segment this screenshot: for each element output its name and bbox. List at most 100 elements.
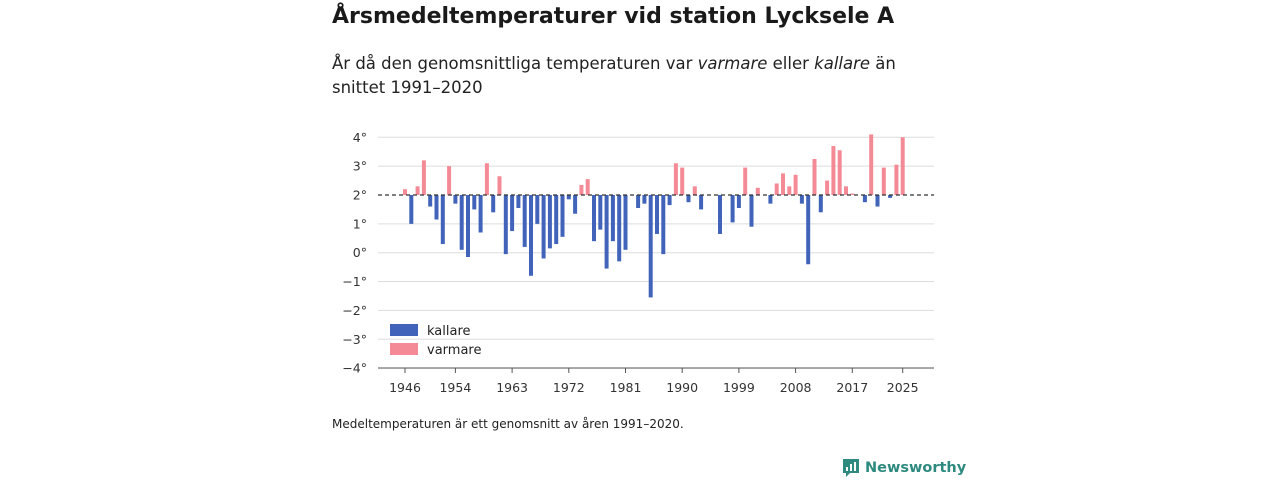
bar-1980 <box>617 195 622 262</box>
bar-2011 <box>812 158 817 195</box>
bar-1972 <box>566 195 571 200</box>
bar-2000 <box>743 167 748 195</box>
bar-2015 <box>837 150 842 195</box>
bar-1983 <box>636 195 641 208</box>
subtitle-post: än snittet 1991–2020 <box>332 54 896 97</box>
bar-1999 <box>736 195 741 208</box>
bar-1975 <box>585 179 590 195</box>
bar-2025 <box>900 137 905 195</box>
bar-2004 <box>768 195 773 204</box>
x-tick-label: 2017 <box>836 380 868 395</box>
bar-2013 <box>825 180 830 195</box>
bar-2002 <box>755 187 760 195</box>
bar-1959 <box>484 163 489 195</box>
bar-1998 <box>730 195 735 223</box>
bar-1951 <box>434 195 439 220</box>
y-tick-label: 2° <box>353 188 367 203</box>
x-tick-label: 1981 <box>610 380 642 395</box>
bar-2014 <box>831 145 836 195</box>
bar-2006 <box>781 173 785 195</box>
bar-1976 <box>592 195 596 242</box>
chart-title: Årsmedeltemperaturer vid station Lycksel… <box>332 4 895 29</box>
bar-1987 <box>661 195 666 255</box>
x-tick-label: 1990 <box>666 380 698 395</box>
subtitle-cold-word: kallare <box>814 54 871 73</box>
bar-1981 <box>623 195 628 250</box>
bar-1988 <box>667 195 672 206</box>
bar-2020 <box>869 134 874 195</box>
bar-2008 <box>793 174 798 195</box>
bar-1985 <box>648 195 653 298</box>
chart-subtitle: År då den genomsnittliga temperaturen va… <box>332 52 922 100</box>
x-tick-label: 2008 <box>780 380 812 395</box>
bar-1971 <box>560 195 565 237</box>
bar-2024 <box>894 164 899 195</box>
bar-2017 <box>850 193 855 195</box>
y-tick-label: −3° <box>342 332 367 347</box>
subtitle-mid: eller <box>767 54 815 73</box>
y-tick-label: 0° <box>353 245 367 260</box>
legend-swatch-varmare <box>390 343 418 355</box>
bar-1962 <box>503 195 508 255</box>
bar-2021 <box>875 195 880 207</box>
bar-1992 <box>692 186 697 195</box>
bar-1989 <box>673 163 678 195</box>
bar-1969 <box>547 195 552 249</box>
bar-1958 <box>478 195 483 233</box>
x-tick-label: 2025 <box>887 380 919 395</box>
bar-2005 <box>774 183 779 195</box>
bar-1991 <box>686 195 691 203</box>
bar-1966 <box>529 195 533 276</box>
y-tick-label: 3° <box>353 159 367 174</box>
legend-label-varmare: varmare <box>427 343 481 358</box>
brand-name[interactable]: Newsworthy <box>865 460 967 476</box>
bar-1990 <box>680 167 685 195</box>
x-tick-label: 1946 <box>389 380 421 395</box>
footnote: Medeltemperaturen är ett genomsnitt av å… <box>332 417 684 431</box>
bar-2012 <box>818 195 823 213</box>
bar-2023 <box>888 195 893 198</box>
bar-1947 <box>409 195 414 224</box>
x-tick-label: 1954 <box>439 380 471 395</box>
y-tick-label: 4° <box>353 130 367 145</box>
brand[interactable]: Newsworthy <box>842 458 966 478</box>
bar-1973 <box>573 195 578 214</box>
x-tick-label: 1963 <box>496 380 528 395</box>
bar-1961 <box>497 176 502 195</box>
bar-1974 <box>579 184 584 195</box>
bar-2016 <box>844 186 848 195</box>
newsworthy-logo-icon <box>843 459 859 477</box>
bar-1950 <box>428 195 433 207</box>
bar-1954 <box>453 195 458 204</box>
bar-1964 <box>516 195 521 208</box>
bar-2019 <box>862 195 867 203</box>
x-tick-label: 1972 <box>553 380 585 395</box>
bar-1963 <box>510 195 515 232</box>
bar-1977 <box>598 195 603 230</box>
bar-1955 <box>459 195 464 250</box>
bar-1978 <box>604 195 609 269</box>
bar-1952 <box>440 195 445 245</box>
bar-1948 <box>415 186 420 195</box>
bar-1986 <box>655 195 659 234</box>
bar-1979 <box>610 195 615 242</box>
bar-1953 <box>447 166 452 195</box>
bar-1957 <box>472 195 477 210</box>
legend-swatch-kallare <box>390 324 418 336</box>
bar-1946 <box>403 189 407 195</box>
subtitle-warm-word: varmare <box>697 54 768 73</box>
bar-2001 <box>749 195 754 227</box>
bar-2010 <box>806 195 811 265</box>
bar-1996 <box>718 195 722 234</box>
x-tick-label: 1999 <box>723 380 755 395</box>
y-tick-label: −1° <box>342 274 367 289</box>
y-tick-label: 1° <box>353 216 367 231</box>
bar-2007 <box>787 186 792 195</box>
bar-1993 <box>699 195 704 210</box>
bar-1965 <box>522 195 527 247</box>
legend-label-kallare: kallare <box>427 324 471 339</box>
bar-1960 <box>491 195 496 213</box>
subtitle-pre: År då den genomsnittliga temperaturen va… <box>332 54 698 73</box>
bar-2022 <box>881 167 886 195</box>
y-tick-label: −2° <box>342 303 367 318</box>
